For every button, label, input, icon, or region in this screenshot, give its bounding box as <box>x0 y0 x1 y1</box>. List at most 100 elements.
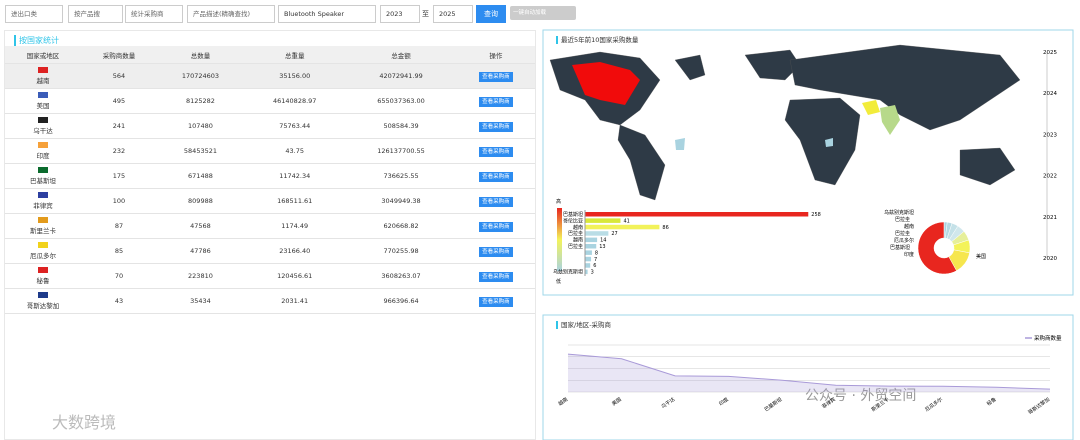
cell-text: 966396.64 <box>383 297 419 305</box>
keyword-input[interactable]: Bluetooth Speaker <box>278 5 376 23</box>
map-highlight <box>675 138 685 150</box>
flag-icon <box>37 67 48 73</box>
cell-text: 107480 <box>188 122 213 130</box>
action-cell: 查看采购商 <box>456 188 535 214</box>
cell-text: 斯里兰卡 <box>29 227 56 235</box>
search-select[interactable]: 按产品搜 <box>68 5 123 23</box>
table-cell: 11742.34 <box>243 163 346 189</box>
pie-label: 印度 <box>904 251 914 258</box>
timeline-label: 2022 <box>1043 174 1057 180</box>
action-cell: 查看采购商 <box>456 113 535 139</box>
stat-select[interactable]: 统计采购商 <box>125 5 183 23</box>
cell-text: 1174.49 <box>281 222 309 230</box>
desc-select[interactable]: 产品描述(精确查找) <box>187 5 275 23</box>
flag-icon <box>37 292 48 298</box>
year-from[interactable]: 2023 <box>380 5 420 23</box>
action-cell: 查看采购商 <box>456 213 535 239</box>
bar <box>585 250 592 255</box>
cell-text: 秘鲁 <box>36 277 50 285</box>
table-cell: 175 <box>80 163 157 189</box>
year-to[interactable]: 2025 <box>433 5 473 23</box>
title-bar <box>556 321 558 329</box>
table-cell: 120456.61 <box>243 263 346 289</box>
cell-text: 菲律宾 <box>33 202 53 210</box>
view-button[interactable]: 查看采购商 <box>479 297 513 307</box>
map-highlight <box>572 62 640 105</box>
table-cell: 3049949.38 <box>345 188 457 214</box>
bar-label: 巴拉圭 <box>568 243 583 250</box>
map-title: 最近5年前10国家采购数量 <box>561 35 639 44</box>
x-tick-label: 印度 <box>718 396 730 407</box>
table-cell: 107480 <box>156 113 244 139</box>
table-row: 哥斯达黎加 43 35434 2031.41 966396.64 查看采购商 <box>5 288 535 314</box>
action-cell: 查看采购商 <box>456 238 535 264</box>
bar-value: 8 <box>595 250 598 256</box>
cell-text: 508584.39 <box>383 122 419 130</box>
view-button[interactable]: 查看采购商 <box>479 197 513 207</box>
cell-text: 11742.34 <box>279 172 311 180</box>
view-button[interactable]: 查看采购商 <box>479 72 513 82</box>
auto-toggle[interactable]: 一键自动加载 <box>510 6 576 20</box>
timeline-label: 2020 <box>1043 256 1057 262</box>
cell-text: 87 <box>114 222 124 230</box>
header-cell: 总重量 <box>243 46 346 64</box>
timeline-label: 2021 <box>1043 215 1057 221</box>
cell-text: 哥斯达黎加 <box>26 302 60 310</box>
cell-text: 35434 <box>190 297 211 305</box>
legend-label: 采购商数量 <box>1034 334 1062 342</box>
cell-text: 43.75 <box>285 147 305 155</box>
cell-text: 越南 <box>36 77 50 85</box>
table-cell: 43 <box>80 288 157 314</box>
bar <box>585 224 660 230</box>
table-cell: 564 <box>80 63 157 89</box>
cell-text: 75763.44 <box>279 122 311 130</box>
table-row: 菲律宾 100 809988 168511.61 3049949.38 查看采购商 <box>5 188 535 214</box>
table-cell: 241 <box>80 113 157 139</box>
trade-select[interactable]: 进出口类 <box>5 5 63 23</box>
flag-icon <box>37 192 48 198</box>
line <box>567 353 1051 390</box>
bar-value: 27 <box>611 231 617 237</box>
flag-icon <box>37 167 48 173</box>
bar-value: 14 <box>600 238 606 244</box>
view-button[interactable]: 查看采购商 <box>479 247 513 257</box>
view-button[interactable]: 查看采购商 <box>479 172 513 182</box>
table-row: 美国 495 8125282 46140828.97 655037363.00 查看采购商 <box>5 88 535 114</box>
cell-text: 168511.61 <box>277 197 313 205</box>
cell-text: 46140828.97 <box>273 97 317 105</box>
cell-text: 2031.41 <box>281 297 309 305</box>
cell-text: 3608263.07 <box>381 272 421 280</box>
cell-text: 770255.98 <box>383 247 419 255</box>
cell-text: 58453521 <box>183 147 217 155</box>
cell-text: 3049949.38 <box>381 197 421 205</box>
view-button[interactable]: 查看采购商 <box>479 97 513 107</box>
table-cell: 671488 <box>156 163 244 189</box>
flag-icon <box>37 142 48 148</box>
table-cell: 46140828.97 <box>243 88 346 114</box>
visual-map-high: 高 <box>556 198 561 205</box>
table-row: 印度 232 58453521 43.75 126137700.55 查看采购商 <box>5 138 535 164</box>
header-cell: 总数量 <box>156 46 244 64</box>
query-button[interactable]: 查询 <box>476 5 506 23</box>
bar-label: 哥伦比亚 <box>563 217 583 224</box>
bar <box>585 231 609 236</box>
bar-value: 13 <box>599 244 605 250</box>
flag-icon <box>37 217 48 223</box>
view-button[interactable]: 查看采购商 <box>479 272 513 282</box>
view-button[interactable]: 查看采购商 <box>479 122 513 132</box>
table-cell: 乌干达 <box>5 113 81 139</box>
pie-label: 美国 <box>976 253 986 260</box>
world-map <box>549 44 1021 201</box>
table-cell: 620668.82 <box>345 213 457 239</box>
cell-text: 47786 <box>190 247 211 255</box>
header-row: 国家或地区 采购商数量 总数量 总重量 总金额 操作 <box>5 46 535 64</box>
line-panel <box>542 314 1074 440</box>
country-table: 国家或地区 采购商数量 总数量 总重量 总金额 操作 越南 564 170724603 35156… <box>5 46 535 314</box>
table-cell: 35156.00 <box>243 63 346 89</box>
visual-map-low: 低 <box>556 278 561 285</box>
view-button[interactable]: 查看采购商 <box>479 147 513 157</box>
pie-label: 巴拉圭 <box>895 216 910 223</box>
view-button[interactable]: 查看采购商 <box>479 222 513 232</box>
cell-text: 47568 <box>190 222 211 230</box>
header-cell: 操作 <box>456 46 535 64</box>
